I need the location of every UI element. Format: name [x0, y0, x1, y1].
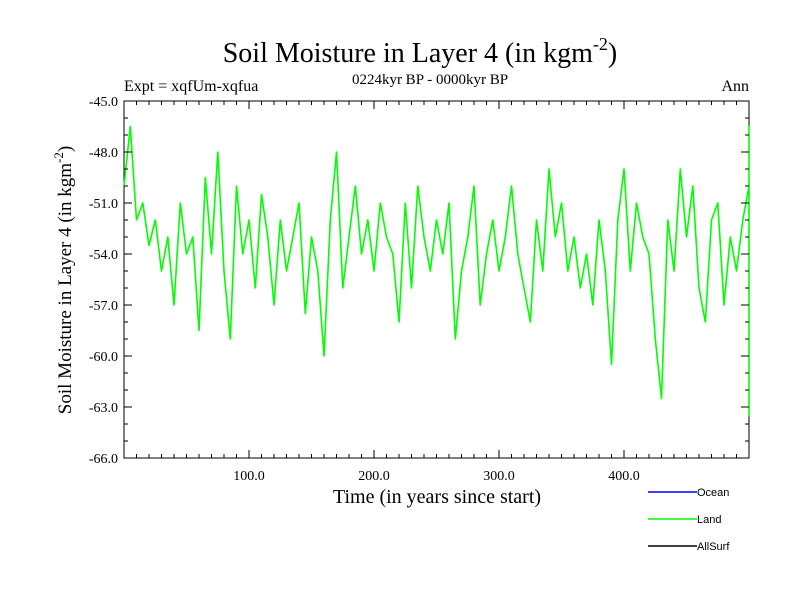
y-axis-label-close: ) [55, 146, 76, 152]
legend-land-label: Land [697, 514, 721, 526]
y-tick-label: -60.0 [89, 350, 118, 365]
legend-allsurf-label: AllSurf [697, 541, 730, 553]
x-tick-label: 100.0 [233, 469, 265, 484]
subtitle-right: Ann [721, 78, 749, 95]
chart-title-main: Soil Moisture in Layer 4 (in kgm [223, 38, 593, 69]
x-tick-label: 200.0 [358, 469, 390, 484]
y-tick-label: -48.0 [89, 146, 118, 161]
x-ticks: 100.0 200.0 300.0 400.0 [136, 101, 737, 484]
y-ticks: -45.0 -48.0 -51.0 -54.0 -57.0 -60.0 -63.0 -66.0 [89, 95, 749, 467]
x-axis-label: Time (in years since start) [333, 486, 541, 508]
legend: Ocean Land AllSurf [648, 487, 730, 553]
y-tick-label: -63.0 [89, 401, 118, 416]
y-tick-label: -45.0 [89, 95, 118, 110]
x-tick-label: 300.0 [483, 469, 515, 484]
x-tick-label: 400.0 [608, 469, 640, 484]
subtitle-center: 0224kyr BP - 0000kyr BP [352, 72, 508, 88]
y-tick-label: -51.0 [89, 197, 118, 212]
y-axis-label-sup: -2 [51, 152, 66, 163]
chart-title: Soil Moisture in Layer 4 (in kgm-2) [223, 34, 618, 69]
land-series-line [123, 125, 750, 417]
chart-title-sup: -2 [593, 34, 608, 54]
legend-ocean-label: Ocean [697, 487, 729, 499]
subtitle-left: Expt = xqfUm-xqfua [124, 78, 258, 95]
y-tick-label: -66.0 [89, 452, 118, 467]
y-tick-label: -57.0 [89, 299, 118, 314]
y-axis-label-main: Soil Moisture in Layer 4 (in kgm [55, 163, 76, 414]
chart-title-close: ) [608, 38, 617, 69]
y-tick-label: -54.0 [89, 248, 118, 263]
y-axis-label: Soil Moisture in Layer 4 (in kgm-2) [51, 146, 76, 414]
